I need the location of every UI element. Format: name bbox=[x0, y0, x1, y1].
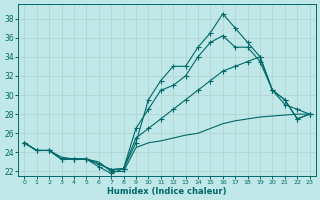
X-axis label: Humidex (Indice chaleur): Humidex (Indice chaleur) bbox=[107, 187, 227, 196]
